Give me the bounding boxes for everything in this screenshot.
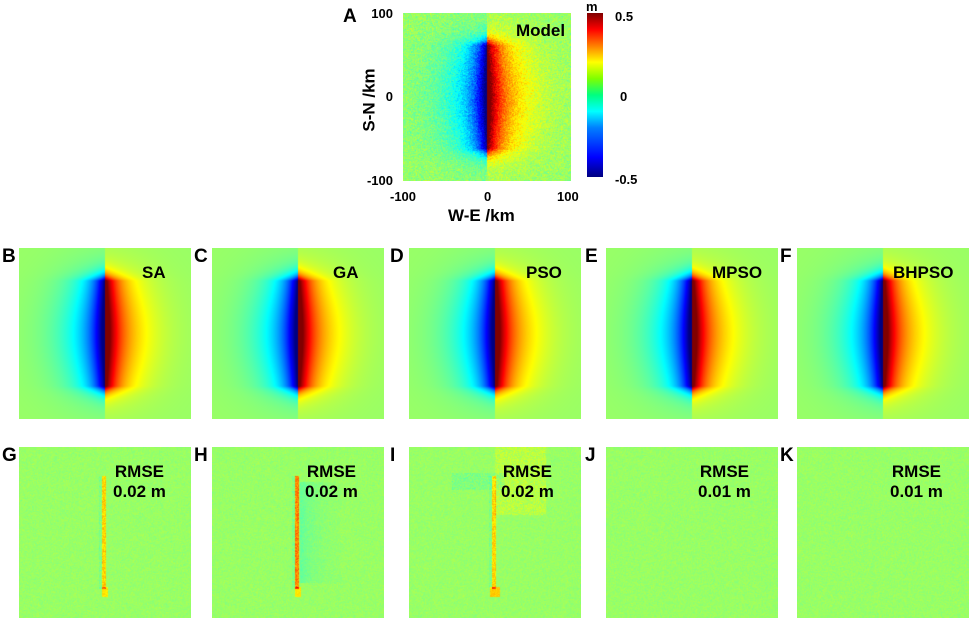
y-tick-top: 100 xyxy=(371,6,393,21)
panel-letter-k: K xyxy=(780,445,794,466)
rmse-label-i: RMSE 0.02 m xyxy=(501,462,554,501)
rmse-label-h: RMSE 0.02 m xyxy=(305,462,358,501)
panel-letter-e: E xyxy=(585,246,598,267)
colorbar-unit: m xyxy=(586,0,598,14)
panel-letter-i: I xyxy=(390,445,396,466)
method-label-mpso: MPSO xyxy=(712,263,763,282)
panel-letter-f: F xyxy=(780,246,792,267)
panel-letter-b: B xyxy=(2,246,16,267)
colorbar-tick-max: 0.5 xyxy=(615,9,634,24)
method-label-pso: PSO xyxy=(526,263,562,282)
inversion-map-mpso xyxy=(606,248,778,419)
x-tick-right: 100 xyxy=(557,189,579,204)
panel-letter-j: J xyxy=(585,445,596,466)
panel-letter-d: D xyxy=(390,246,404,267)
y-tick-bottom: -100 xyxy=(366,173,393,188)
inversion-map-pso xyxy=(409,248,581,419)
method-label-bhpso: BHPSO xyxy=(893,263,954,282)
model-title: Model xyxy=(516,21,566,40)
colorbar-tick-min: -0.5 xyxy=(615,172,638,187)
panel-letter-g: G xyxy=(2,445,17,466)
colorbar xyxy=(587,13,603,177)
rmse-label-j: RMSE 0.01 m xyxy=(698,462,751,501)
inversion-map-ga xyxy=(212,248,384,419)
residual-map-bhpso xyxy=(797,447,969,618)
panel-letter-a: A xyxy=(343,6,357,27)
panel-letter-c: C xyxy=(194,246,208,267)
y-axis-label: S-N /km xyxy=(359,68,379,132)
x-tick-mid: 0 xyxy=(484,189,492,204)
colorbar-tick-zero: 0 xyxy=(620,89,628,104)
model-map xyxy=(403,13,571,181)
inversion-map-sa xyxy=(19,248,191,419)
rmse-label-k: RMSE 0.01 m xyxy=(890,462,943,501)
residual-map-ga xyxy=(212,447,384,618)
panel-letter-h: H xyxy=(194,445,208,466)
residual-map-pso xyxy=(409,447,581,618)
residual-map-sa xyxy=(19,447,191,618)
x-tick-left: -100 xyxy=(390,189,417,204)
method-label-ga: GA xyxy=(333,263,359,282)
inversion-map-bhpso xyxy=(797,248,969,419)
method-label-sa: SA xyxy=(142,263,166,282)
rmse-label-g: RMSE 0.02 m xyxy=(113,462,166,501)
residual-map-mpso xyxy=(606,447,778,618)
y-tick-mid: 0 xyxy=(385,89,393,104)
x-axis-label: W-E /km xyxy=(448,206,515,225)
